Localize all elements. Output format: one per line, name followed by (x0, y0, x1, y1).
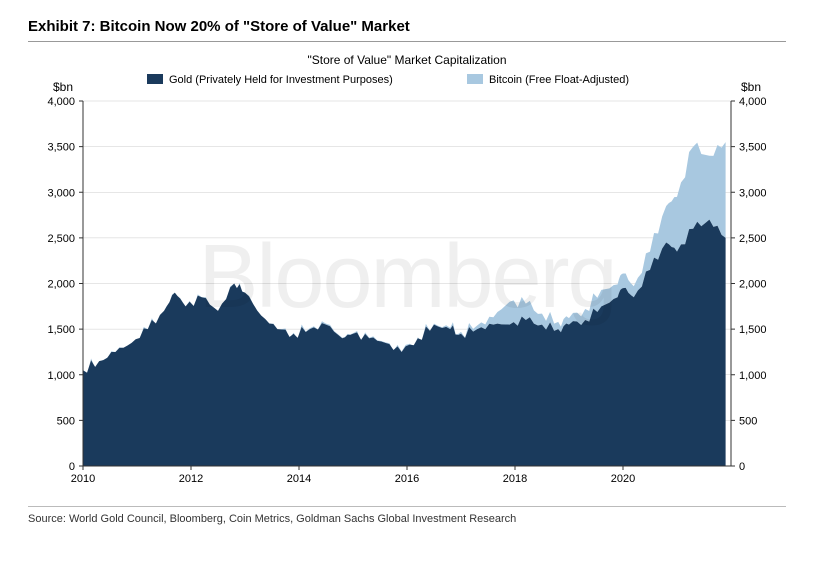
x-tick: 2020 (611, 473, 635, 485)
y-tick-left: 2,000 (47, 279, 75, 291)
x-tick: 2010 (71, 473, 95, 485)
y-tick-right: 4,000 (739, 96, 767, 108)
y-tick-right: 3,000 (739, 187, 767, 199)
x-tick: 2018 (503, 473, 527, 485)
y-tick-left: 0 (69, 461, 75, 473)
y-tick-right: 1,500 (739, 324, 767, 336)
exhibit-title: Exhibit 7: Bitcoin Now 20% of "Store of … (28, 18, 786, 35)
y-tick-left: 4,000 (47, 96, 75, 108)
y-tick-right: 3,500 (739, 142, 767, 154)
y-tick-right: 1,000 (739, 370, 767, 382)
title-rule (28, 41, 786, 42)
chart-subtitle: "Store of Value" Market Capitalization (307, 53, 506, 67)
y-tick-left: 2,500 (47, 233, 75, 245)
watermark: Bloomberg (198, 227, 615, 327)
y-tick-left: 1,000 (47, 370, 75, 382)
y-axis-right-label: $bn (741, 80, 761, 94)
source-rule (28, 506, 786, 507)
x-tick: 2014 (287, 473, 311, 485)
legend-bitcoin-label: Bitcoin (Free Float-Adjusted) (489, 74, 629, 86)
source-line: Source: World Gold Council, Bloomberg, C… (28, 513, 786, 525)
x-tick: 2012 (179, 473, 203, 485)
y-tick-right: 500 (739, 415, 757, 427)
chart-container: Bloomberg 0 0 500 500 1,000 1,000 1,500 1,500 2,0… (28, 46, 786, 496)
y-axis-left-label: $bn (53, 80, 73, 94)
legend-gold-label: Gold (Privately Held for Investment Purp… (169, 74, 393, 86)
y-tick-left: 3,500 (47, 142, 75, 154)
x-tick: 2016 (395, 473, 419, 485)
exhibit-page: Exhibit 7: Bitcoin Now 20% of "Store of … (0, 0, 814, 572)
y-tick-left: 500 (57, 415, 75, 427)
y-tick-right: 0 (739, 461, 745, 473)
y-tick-left: 3,000 (47, 187, 75, 199)
legend-gold-swatch (147, 74, 163, 84)
legend-bitcoin-swatch (467, 74, 483, 84)
y-tick-right: 2,000 (739, 279, 767, 291)
y-tick-right: 2,500 (739, 233, 767, 245)
y-tick-left: 1,500 (47, 324, 75, 336)
area-chart: Bloomberg 0 0 500 500 1,000 1,000 1,500 1,500 2,0… (28, 46, 786, 496)
